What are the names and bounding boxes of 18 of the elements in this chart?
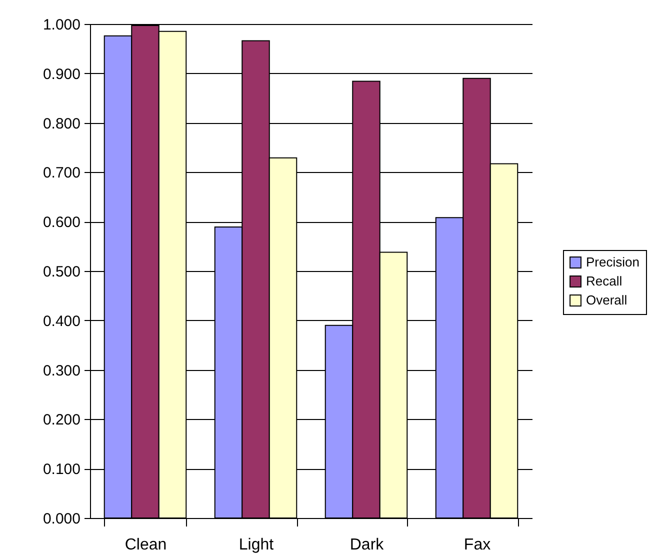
x-tick-label: Light (238, 536, 274, 554)
y-tick-label: 0.700 (42, 164, 80, 182)
y-tick-label: 0.800 (42, 115, 80, 132)
y-tick-label: 0.500 (42, 264, 80, 280)
x-tick-label: Clean (124, 536, 167, 554)
y-tick-label: 0.200 (42, 412, 80, 429)
y-tick-label: 0.000 (42, 510, 80, 528)
y-tick-label: 0.900 (42, 66, 80, 83)
legend-label: Precision (586, 254, 640, 270)
y-tick-label: 0.100 (42, 461, 80, 478)
y-tick-label: 0.400 (42, 312, 80, 330)
x-tick-label: Fax (464, 536, 491, 554)
legend-label: Overall (586, 292, 628, 308)
y-tick-label: 0.600 (42, 214, 80, 232)
legend-label: Recall (586, 274, 622, 288)
y-tick-label: 1.000 (42, 16, 80, 34)
x-tick-label: Dark (350, 536, 385, 554)
y-tick-label: 0.300 (42, 362, 80, 380)
